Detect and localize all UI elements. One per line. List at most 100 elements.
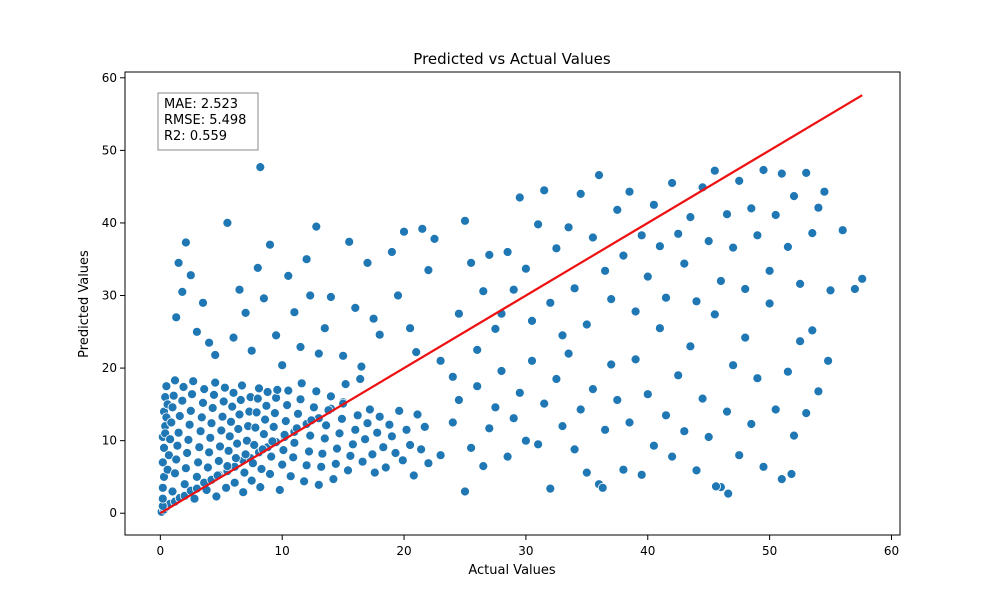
data-point <box>277 360 288 371</box>
data-point <box>399 226 409 237</box>
data-point <box>405 440 416 450</box>
r2-label: R2: 0.559 <box>164 129 227 144</box>
data-point <box>795 336 805 347</box>
data-point <box>703 236 714 247</box>
data-point <box>347 439 358 450</box>
y-tick-label: 50 <box>102 143 117 157</box>
data-point <box>280 416 291 427</box>
data-point <box>746 419 757 429</box>
data-point <box>180 463 191 474</box>
data-point <box>783 241 793 252</box>
data-point <box>691 296 702 307</box>
data-point <box>551 243 562 254</box>
data-point <box>305 430 316 441</box>
data-point <box>246 345 257 356</box>
data-point <box>789 430 799 441</box>
data-point <box>770 404 781 415</box>
data-point <box>764 265 775 276</box>
data-point <box>167 402 178 413</box>
data-point <box>271 330 282 341</box>
data-point <box>252 262 263 273</box>
data-point <box>783 366 793 377</box>
data-point <box>776 168 787 179</box>
data-point <box>199 384 210 395</box>
data-point <box>317 448 328 459</box>
data-point <box>223 445 234 456</box>
data-point <box>207 403 218 413</box>
data-point <box>305 290 316 301</box>
metrics-box: MAE: 2.523 RMSE: 5.498 R2: 0.559 <box>157 92 259 151</box>
data-point <box>196 412 207 423</box>
data-point <box>350 302 361 313</box>
data-point <box>278 445 289 456</box>
data-point <box>258 293 269 304</box>
data-point <box>801 408 812 419</box>
data-point <box>667 178 677 188</box>
data-point <box>435 355 446 366</box>
data-point <box>364 404 375 415</box>
data-point <box>789 191 799 202</box>
data-point <box>401 424 412 435</box>
data-point <box>728 242 738 253</box>
data-point <box>325 292 336 302</box>
y-axis-label: Predicted Values <box>77 250 92 358</box>
data-point <box>575 188 586 199</box>
data-point <box>191 326 202 337</box>
data-point <box>163 450 174 461</box>
y-tick-label: 0 <box>109 506 117 520</box>
data-point <box>630 306 641 317</box>
data-point <box>466 442 477 453</box>
data-point <box>343 465 353 476</box>
data-point <box>484 249 495 260</box>
data-point <box>447 371 458 382</box>
data-point <box>177 395 188 406</box>
data-point <box>184 419 195 430</box>
data-point <box>274 485 285 495</box>
data-point <box>301 460 312 471</box>
data-point <box>157 457 168 468</box>
data-point <box>661 410 671 421</box>
data-point <box>299 476 310 487</box>
data-point <box>217 411 228 422</box>
data-point <box>178 382 189 392</box>
data-point <box>194 442 205 453</box>
data-point <box>472 381 483 392</box>
plot-frame <box>124 71 901 536</box>
mae-label: MAE: 2.523 <box>164 97 238 112</box>
data-point <box>313 348 324 359</box>
data-point <box>240 449 251 460</box>
data-point <box>330 458 341 469</box>
data-point <box>237 380 247 391</box>
data-point <box>277 459 288 470</box>
data-point <box>557 421 568 432</box>
data-point <box>173 257 184 268</box>
data-point <box>490 323 501 334</box>
data-point <box>161 381 172 392</box>
data-point <box>484 423 495 434</box>
data-point <box>170 468 180 479</box>
data-point <box>204 447 215 458</box>
data-point <box>408 470 419 481</box>
data-point <box>685 341 696 352</box>
y-tick-label: 30 <box>102 289 117 303</box>
data-point <box>308 402 319 413</box>
data-point <box>352 410 363 421</box>
data-point <box>514 387 525 398</box>
data-point <box>283 270 294 281</box>
data-point <box>624 417 635 428</box>
data-point <box>171 454 182 465</box>
data-point <box>166 417 177 428</box>
data-point <box>723 488 734 499</box>
data-point <box>386 431 397 442</box>
data-point <box>328 474 339 485</box>
data-point <box>722 406 732 417</box>
data-point <box>269 408 280 419</box>
data-point <box>282 400 293 411</box>
data-point <box>709 165 720 176</box>
data-point <box>218 396 229 407</box>
data-point <box>417 223 428 234</box>
data-point <box>649 440 659 451</box>
data-point <box>233 424 244 434</box>
data-point <box>850 284 860 294</box>
data-point <box>211 491 222 502</box>
